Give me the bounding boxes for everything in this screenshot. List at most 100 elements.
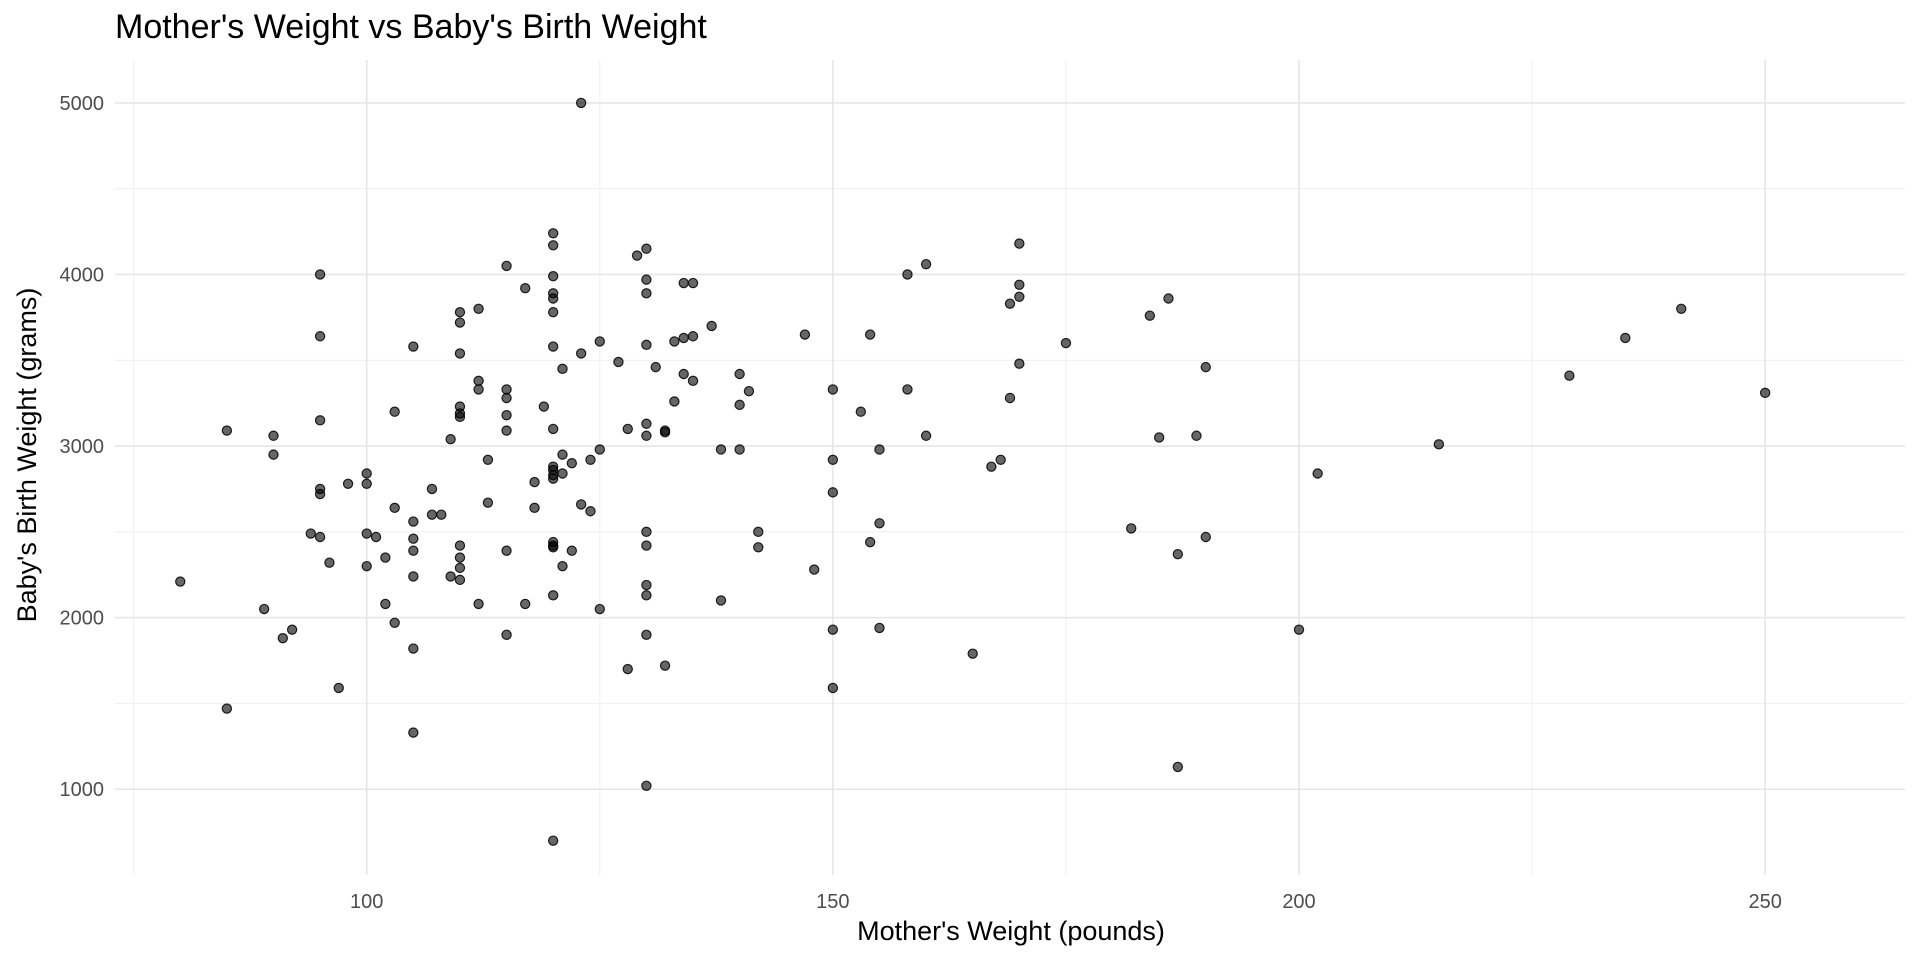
scatter-point <box>529 476 540 488</box>
scatter-point <box>920 430 932 441</box>
scatter-point <box>221 425 233 436</box>
scatter-point <box>594 444 605 455</box>
scatter-point <box>743 385 755 397</box>
scatter-point <box>641 288 652 299</box>
scatter-point <box>622 423 633 435</box>
scatter-point <box>520 598 531 610</box>
scatter-point <box>361 528 372 539</box>
scatter-point <box>631 250 643 261</box>
scatter-point <box>613 356 624 368</box>
scatter-point <box>1200 361 1211 373</box>
scatter-point <box>547 835 559 846</box>
scatter-point <box>678 277 689 289</box>
scatter-point <box>268 430 279 441</box>
scatter-point <box>454 562 466 574</box>
scatter-point <box>585 506 596 517</box>
scatter-point <box>1172 761 1184 773</box>
scatter-point <box>454 411 466 423</box>
scatter-point <box>408 727 419 738</box>
scatter-point <box>482 497 494 508</box>
scatter-point <box>864 536 876 548</box>
scatter-point <box>967 648 978 659</box>
scatter-point <box>827 487 839 498</box>
x-tick-label: 250 <box>1748 891 1781 913</box>
scatter-point <box>314 531 326 543</box>
scatter-point <box>1004 392 1016 404</box>
scatter-point <box>902 269 913 280</box>
scatter-point <box>1759 387 1771 399</box>
scatter-point <box>258 603 270 615</box>
scatter-point <box>175 576 186 587</box>
scatter-point <box>454 540 466 551</box>
scatter-point <box>389 502 400 514</box>
scatter-point <box>855 406 867 417</box>
scatter-point <box>1200 531 1211 543</box>
scatter-point <box>715 444 727 455</box>
scatter-point <box>277 633 289 644</box>
scatter-point <box>342 478 354 489</box>
scatter-point <box>659 425 671 436</box>
scatter-point <box>687 277 699 289</box>
scatter-point <box>669 336 680 347</box>
scatter-point <box>482 454 494 465</box>
x-tick-label: 200 <box>1282 891 1315 913</box>
scatter-point <box>547 341 559 352</box>
grid-lines <box>115 60 1905 875</box>
scatter-point <box>529 502 540 514</box>
scatter-point <box>408 533 419 544</box>
y-axis-title: Baby's Birth Weight (grams) <box>12 288 42 623</box>
scatter-point <box>1293 624 1305 635</box>
scatter-point <box>1014 358 1025 369</box>
scatter-point <box>380 552 391 563</box>
scatter-point <box>314 415 326 426</box>
scatter-point <box>501 545 512 556</box>
scatter-point <box>1153 432 1165 443</box>
scatter-point <box>547 293 559 304</box>
y-tick-label: 1000 <box>60 779 105 801</box>
scatter-point <box>408 643 419 654</box>
scatter-point <box>1312 468 1323 479</box>
scatter-point <box>1163 293 1174 304</box>
scatter-point <box>547 423 559 435</box>
scatter-point <box>641 526 652 538</box>
scatter-point <box>473 384 484 395</box>
scatter-point <box>445 433 456 445</box>
scatter-point <box>473 598 484 610</box>
scatter-point <box>361 560 372 572</box>
scatter-point <box>426 509 438 520</box>
scatter-point <box>305 528 316 539</box>
scatter-point <box>641 339 652 351</box>
scatter-point <box>286 624 298 635</box>
scatter-point <box>454 574 466 586</box>
scatter-point <box>1060 337 1072 349</box>
scatter-point <box>986 461 997 472</box>
x-tick-label: 100 <box>350 891 383 913</box>
scatter-point <box>641 780 652 791</box>
scatter-point <box>1676 303 1687 314</box>
scatter-point <box>547 270 559 282</box>
scatter-point <box>1191 430 1202 441</box>
scatter-point <box>1433 439 1445 450</box>
scatter-point <box>557 468 568 479</box>
scatter-point <box>501 392 512 404</box>
scatter-point <box>324 557 335 568</box>
scatter-point <box>864 329 876 340</box>
scatter-point <box>547 307 559 318</box>
y-tick-label: 5000 <box>60 93 105 115</box>
scatter-point <box>389 617 400 628</box>
scatter-point <box>408 516 419 527</box>
scatter-point <box>501 425 512 436</box>
scatter-point <box>370 531 382 543</box>
scatter-point <box>995 454 1006 465</box>
scatter-point <box>1125 523 1137 534</box>
scatter-point <box>501 409 512 421</box>
scatter-point <box>734 399 745 411</box>
scatter-point <box>547 542 559 553</box>
chart-title: Mother's Weight vs Baby's Birth Weight <box>115 8 707 46</box>
scatter-point <box>538 401 550 412</box>
scatter-point <box>641 590 652 601</box>
scatter-point <box>734 444 745 455</box>
scatter-point <box>473 303 484 314</box>
scatter-point <box>706 320 717 332</box>
